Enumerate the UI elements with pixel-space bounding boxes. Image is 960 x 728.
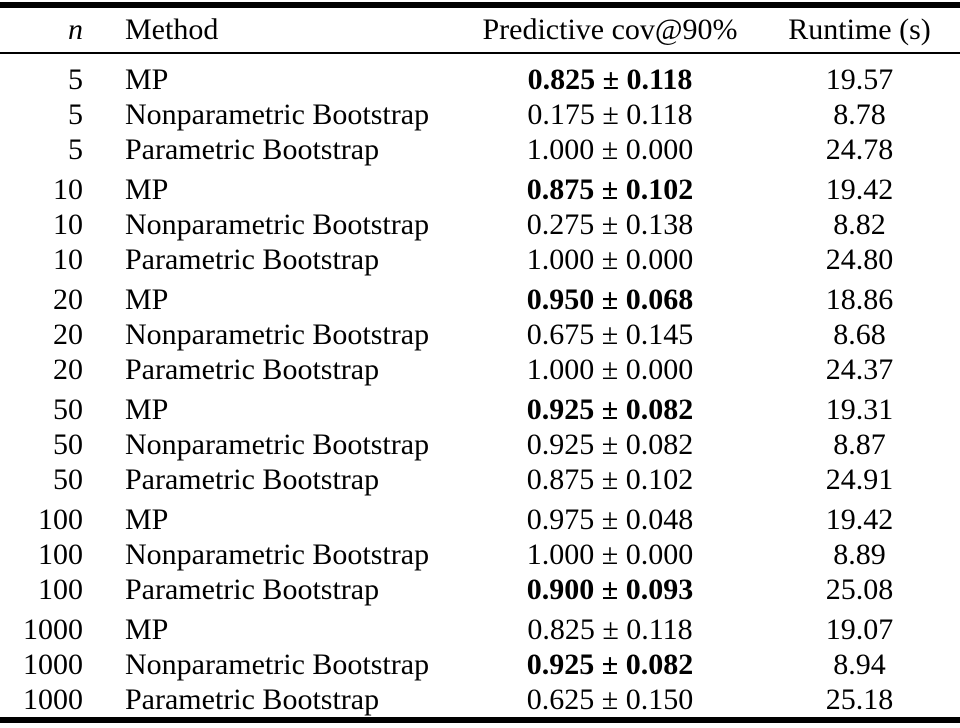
cov-cell: 0.275 ± 0.138 (526, 208, 694, 241)
runtime-cell: 25.08 (825, 573, 894, 606)
method-cell: Nonparametric Bootstrap (125, 318, 430, 351)
table-row: 5 Nonparametric Bootstrap 0.175 ± 0.118 8.7… (0, 97, 960, 132)
n-cell: 50 (53, 428, 83, 461)
n-cell: 5 (68, 133, 83, 166)
cov-cell: 0.900 ± 0.093 (526, 573, 694, 606)
runtime-cell: 24.80 (825, 243, 894, 276)
cov-cell: 0.875 ± 0.102 (526, 173, 694, 206)
table-row: 50 Parametric Bootstrap 0.875 ± 0.102 24.91 (0, 462, 960, 497)
cov-cell: 0.825 ± 0.118 (527, 63, 693, 96)
table-row: 10 Parametric Bootstrap 1.000 ± 0.000 24.80 (0, 242, 960, 277)
cov-cell: 0.825 ± 0.118 (527, 613, 693, 646)
method-cell: MP (125, 283, 169, 316)
table-row: 100 Parametric Bootstrap 0.900 ± 0.093 25.0… (0, 572, 960, 607)
n-cell: 50 (53, 393, 83, 426)
table-row: 50 Nonparametric Bootstrap 0.925 ± 0.082 8.… (0, 427, 960, 462)
runtime-cell: 8.87 (833, 428, 886, 461)
table-row: 100 Nonparametric Bootstrap 1.000 ± 0.000 8… (0, 537, 960, 572)
cov-cell: 0.975 ± 0.048 (526, 503, 694, 536)
table-row: 1000 Nonparametric Bootstrap 0.925 ± 0.082… (0, 647, 960, 682)
runtime-cell: 19.42 (825, 503, 894, 536)
cov-cell: 0.625 ± 0.150 (526, 683, 694, 716)
n-cell: 100 (38, 538, 83, 571)
method-cell: Parametric Bootstrap (125, 683, 380, 716)
table-body: 5 MP 0.825 ± 0.118 19.57 5 Nonparametric Boot… (0, 53, 960, 720)
method-cell: Nonparametric Bootstrap (125, 648, 430, 681)
n-cell: 100 (38, 573, 83, 606)
n-cell: 50 (53, 463, 83, 496)
method-cell: Nonparametric Bootstrap (125, 428, 430, 461)
table-row: 100 MP 0.975 ± 0.048 19.42 (0, 497, 960, 537)
method-cell: Parametric Bootstrap (125, 463, 380, 496)
cov-cell: 1.000 ± 0.000 (526, 353, 694, 386)
method-cell: Parametric Bootstrap (125, 573, 380, 606)
method-cell: MP (125, 173, 169, 206)
n-cell: 20 (53, 318, 83, 351)
runtime-cell: 8.68 (833, 318, 886, 351)
n-cell: 5 (68, 63, 83, 96)
method-cell: Nonparametric Bootstrap (125, 538, 430, 571)
table-row: 1000 MP 0.825 ± 0.118 19.07 (0, 607, 960, 647)
table-row: 50 MP 0.925 ± 0.082 19.31 (0, 387, 960, 427)
header-predictive-cov: Predictive cov@90% (482, 13, 738, 46)
table-row: 10 Nonparametric Bootstrap 0.275 ± 0.138 8.… (0, 207, 960, 242)
table-row: 20 Parametric Bootstrap 1.000 ± 0.000 24.37 (0, 352, 960, 387)
method-cell: MP (125, 63, 169, 96)
runtime-cell: 19.31 (825, 393, 894, 426)
runtime-cell: 24.78 (825, 133, 894, 166)
n-cell: 5 (68, 98, 83, 131)
runtime-cell: 18.86 (825, 283, 894, 316)
n-cell: 1000 (23, 648, 83, 681)
runtime-cell: 19.07 (825, 613, 894, 646)
cov-cell: 1.000 ± 0.000 (526, 133, 694, 166)
n-cell: 1000 (23, 683, 83, 716)
table-row: 20 Nonparametric Bootstrap 0.675 ± 0.145 8.… (0, 317, 960, 352)
n-cell: 10 (53, 208, 83, 241)
method-cell: Nonparametric Bootstrap (125, 208, 430, 241)
runtime-cell: 8.78 (833, 98, 886, 131)
method-cell: Parametric Bootstrap (125, 133, 380, 166)
header-row: n Method Predictive cov@90% Runtime (s) (0, 5, 960, 53)
runtime-cell: 25.18 (825, 683, 894, 716)
cov-cell: 0.925 ± 0.082 (526, 393, 694, 426)
runtime-cell: 8.82 (833, 208, 886, 241)
n-cell: 10 (53, 243, 83, 276)
runtime-cell: 19.42 (825, 173, 894, 206)
n-cell: 100 (38, 503, 83, 536)
cov-cell: 0.675 ± 0.145 (526, 318, 694, 351)
header-n: n (68, 13, 83, 46)
runtime-cell: 24.37 (825, 353, 894, 386)
cov-cell: 0.925 ± 0.082 (526, 648, 694, 681)
cov-cell: 1.000 ± 0.000 (526, 243, 694, 276)
runtime-cell: 24.91 (825, 463, 894, 496)
runtime-cell: 8.94 (833, 648, 886, 681)
method-cell: MP (125, 613, 169, 646)
table-row: 20 MP 0.950 ± 0.068 18.86 (0, 277, 960, 317)
cov-cell: 0.875 ± 0.102 (526, 463, 694, 496)
method-cell: Nonparametric Bootstrap (125, 98, 430, 131)
cov-cell: 0.175 ± 0.118 (527, 98, 693, 131)
table-row: 5 Parametric Bootstrap 1.000 ± 0.000 24.78 (0, 132, 960, 167)
runtime-cell: 8.89 (833, 538, 886, 571)
table-row: 5 MP 0.825 ± 0.118 19.57 (0, 53, 960, 97)
cov-cell: 1.000 ± 0.000 (526, 538, 694, 571)
n-cell: 20 (53, 353, 83, 386)
method-cell: Parametric Bootstrap (125, 243, 380, 276)
cov-cell: 0.925 ± 0.082 (526, 428, 694, 461)
runtime-cell: 19.57 (825, 63, 894, 96)
cov-cell: 0.950 ± 0.068 (526, 283, 694, 316)
table-row: 10 MP 0.875 ± 0.102 19.42 (0, 167, 960, 207)
n-cell: 20 (53, 283, 83, 316)
n-cell: 10 (53, 173, 83, 206)
n-cell: 1000 (23, 613, 83, 646)
table-row: 1000 Parametric Bootstrap 0.625 ± 0.150 25.… (0, 682, 960, 720)
header-runtime: Runtime (s) (788, 13, 931, 46)
method-cell: Parametric Bootstrap (125, 353, 380, 386)
method-cell: MP (125, 393, 169, 426)
method-cell: MP (125, 503, 169, 536)
header-method: Method (125, 13, 219, 46)
